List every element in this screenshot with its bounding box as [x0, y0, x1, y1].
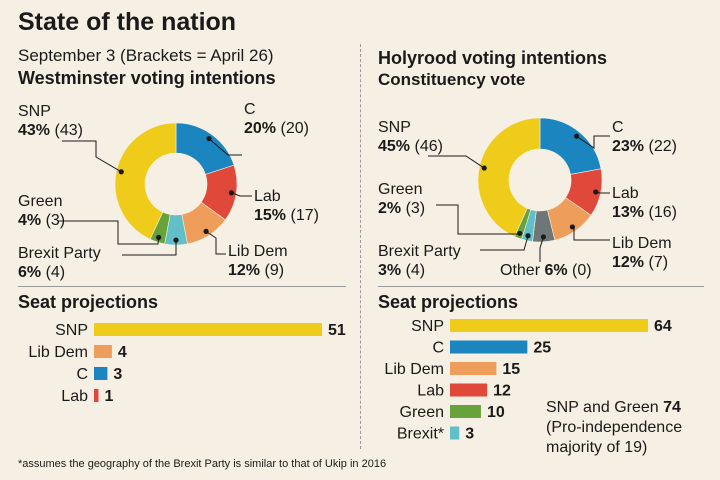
w-leader-snp-dot [118, 169, 124, 175]
date-note: September 3 (Brackets = April 26) [18, 46, 274, 65]
h-seats-bar-lab [450, 383, 488, 397]
h-leader-c [576, 135, 610, 149]
right-separator [378, 286, 704, 287]
h-leader-snp [428, 155, 485, 169]
w-seats-bar-lib-dem [94, 345, 112, 358]
left-seat-heading: Seat projections [18, 292, 159, 312]
h-seats-bar-value-c: 25 [533, 340, 551, 357]
w-leader-libdem-dot [203, 228, 209, 234]
w-seats-bar-label-lab: Lab [61, 388, 88, 405]
h-leader-green-dot [517, 230, 523, 236]
holyrood-donut-hole [509, 149, 571, 211]
h-seats-bar-value-green: 10 [487, 404, 505, 421]
pro-independence-note: SNP and Green 74 (Pro-independence major… [546, 399, 683, 456]
holyrood-heading: Holyrood voting intentions [378, 48, 607, 68]
h-leader-other [539, 236, 544, 262]
h-seats-bar-label-c: C [432, 340, 444, 357]
w-seats-bar-label-snp: SNP [55, 322, 88, 339]
h-seats-bar-green [450, 405, 481, 418]
w-seats-bar-value-snp: 51 [328, 322, 346, 339]
w-seats-bar-value-lib-dem: 4 [118, 344, 127, 361]
holyrood-subheading: Constituency vote [378, 70, 526, 89]
footnote: *assumes the geography of the Brexit Par… [18, 458, 387, 470]
westminster-heading: Westminster voting intentions [18, 68, 276, 88]
w-leader-snp [62, 140, 122, 173]
w-label-brexit: Brexit Party 6% (4) [18, 245, 101, 281]
h-label-green: Green 2% (3) [378, 181, 426, 217]
w-label-c: C 20% (20) [244, 101, 309, 137]
h-seats-bar-label-brexit: Brexit* [397, 426, 444, 443]
h-label-libdem: Lib Dem 12% (7) [612, 235, 672, 271]
w-leader-brexit-dot [173, 237, 179, 243]
h-seats-bar-label-lib-dem: Lib Dem [384, 361, 444, 378]
h-leader-brexit [480, 235, 529, 251]
h-seats-bar-label-lab: Lab [417, 383, 444, 400]
column-divider [360, 44, 361, 449]
h-leader-snp-dot [481, 165, 487, 171]
h-seats-bar-value-brexit: 3 [465, 426, 474, 443]
w-leader-c-dot [206, 135, 212, 142]
right-seat-heading: Seat projections [378, 292, 519, 312]
h-label-other: Other 6% (0) [500, 262, 592, 279]
w-seats-bar-label-lib-dem: Lib Dem [28, 344, 88, 361]
h-leader-other-dot [540, 234, 547, 240]
w-leader-green-dot [156, 234, 162, 240]
page-title: State of the nation [18, 8, 237, 36]
westminster-donut-hole [145, 153, 207, 215]
w-label-lab: Lab 15% (17) [254, 188, 319, 224]
h-seats-bar-value-lib-dem: 15 [502, 361, 520, 378]
w-seats-bar-label-c: C [76, 366, 88, 383]
h-seats-bar-label-snp: SNP [411, 318, 444, 335]
h-label-snp: SNP 45% (46) [378, 119, 443, 155]
h-leader-libdem-dot [569, 224, 576, 230]
h-leader-lab-dot [593, 189, 599, 195]
w-seats-bar-value-lab: 1 [104, 388, 113, 405]
w-leader-c [208, 138, 242, 156]
w-seats-bar-lab [94, 389, 99, 402]
w-leader-libdem [205, 230, 226, 255]
h-label-c: C 23% (22) [612, 119, 677, 155]
w-seats-bar-value-c: 3 [113, 366, 122, 383]
w-seats-bar-c [94, 367, 108, 380]
w-leader-lab-dot [228, 190, 235, 196]
h-leader-c-dot [573, 133, 580, 139]
h-seats-bar-c [450, 340, 528, 354]
h-label-brexit: Brexit Party 3% (4) [378, 243, 461, 279]
h-leader-brexit-dot [525, 233, 531, 239]
w-leader-lab [231, 192, 252, 197]
w-label-snp: SNP 43% (43) [18, 103, 83, 139]
h-label-lab: Lab 13% (16) [612, 185, 677, 221]
h-seats-bar-lib-dem [450, 362, 497, 375]
h-seats-bar-value-snp: 64 [654, 318, 672, 335]
w-label-green: Green 4% (3) [18, 193, 66, 229]
left-separator [18, 286, 346, 287]
h-seats-bar-value-lab: 12 [493, 383, 511, 400]
w-label-libdem: Lib Dem 12% (9) [228, 243, 288, 279]
w-leader-brexit [122, 240, 177, 256]
h-seats-bar-brexit [450, 426, 460, 440]
h-seats-bar-label-green: Green [400, 404, 444, 421]
h-seats-bar-snp [450, 319, 648, 332]
w-leader-green [58, 220, 160, 245]
w-seats-bar-snp [94, 323, 322, 336]
